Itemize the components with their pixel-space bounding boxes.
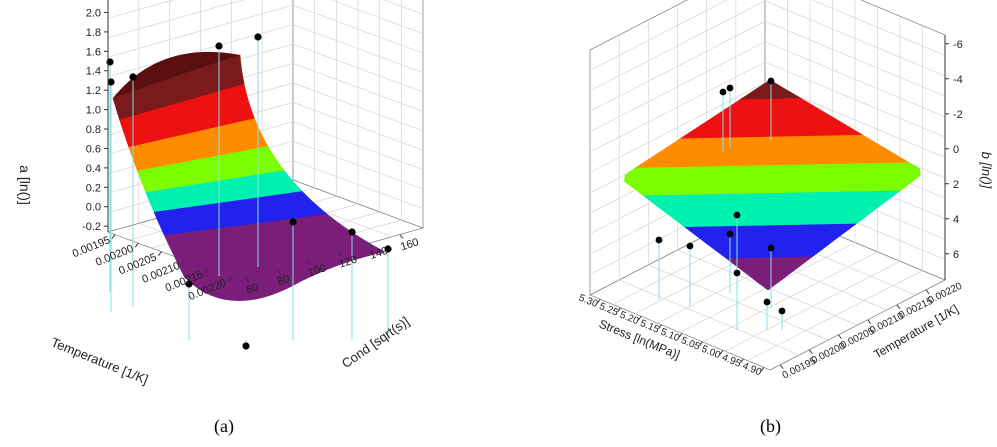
data-point xyxy=(289,218,296,225)
data-point xyxy=(242,342,249,349)
data-point xyxy=(106,58,113,65)
data-point xyxy=(734,212,741,219)
z-tick-label: 0.0 xyxy=(86,202,101,214)
panel-b-label: (b) xyxy=(760,416,781,437)
z-tick-label: 0.8 xyxy=(86,124,101,136)
z-tick-label: -2 xyxy=(953,109,963,121)
data-point xyxy=(727,231,734,238)
x-tick xyxy=(135,243,138,247)
y-tick xyxy=(868,320,871,324)
y-axis-label: Cond [sqrt(s)] xyxy=(339,314,412,371)
z-tick-label: 0.4 xyxy=(86,163,101,175)
z-tick-label: 1.2 xyxy=(86,85,101,97)
data-point xyxy=(734,270,741,277)
data-point xyxy=(764,299,771,306)
z-tick-label: 4 xyxy=(953,214,959,226)
y-tick-label: 160 xyxy=(399,236,420,253)
data-point xyxy=(254,33,261,40)
surface-band xyxy=(624,163,920,196)
data-point xyxy=(720,89,727,96)
panel-a-label: (a) xyxy=(214,416,234,437)
y-tick xyxy=(809,350,812,354)
z-tick-label: 0.2 xyxy=(86,182,101,194)
data-point xyxy=(768,245,775,252)
z-tick-label: 1.4 xyxy=(86,66,101,78)
z-tick-label: 1.8 xyxy=(86,27,101,39)
y-tick xyxy=(400,235,403,239)
z-tick-label: 6 xyxy=(953,249,959,261)
z-axis-label: b [ln()] xyxy=(979,152,994,189)
z-tick-label: -4 xyxy=(953,74,963,86)
x-axis-label: Temperature [1/K] xyxy=(49,335,150,388)
z-tick-label: 0 xyxy=(953,144,959,156)
z-tick-label: 0.6 xyxy=(86,143,101,155)
z-tick-label: 2 xyxy=(953,179,959,191)
x-tick xyxy=(158,252,161,256)
y-tick xyxy=(897,305,900,309)
data-point xyxy=(129,73,136,80)
z-tick-label: 1.6 xyxy=(86,46,101,58)
data-point xyxy=(727,85,734,92)
z-axis-label: a [ln()] xyxy=(17,165,33,205)
z-tick-label: 2.0 xyxy=(86,7,101,19)
y-tick xyxy=(780,365,783,369)
data-point xyxy=(768,78,775,85)
data-point xyxy=(348,228,355,235)
data-point xyxy=(215,42,222,49)
data-point xyxy=(687,243,694,250)
panel-a-chart: -0.20.00.20.40.60.81.01.21.41.61.82.02.2… xyxy=(17,0,423,387)
z-tick-label: -0.2 xyxy=(82,221,101,233)
x-tick xyxy=(112,235,115,239)
y-tick xyxy=(926,290,929,294)
data-point xyxy=(779,308,786,315)
z-tick-label: 1.0 xyxy=(86,105,101,117)
data-point xyxy=(656,237,663,244)
z-tick-label: -6 xyxy=(953,39,963,51)
y-tick xyxy=(839,335,842,339)
